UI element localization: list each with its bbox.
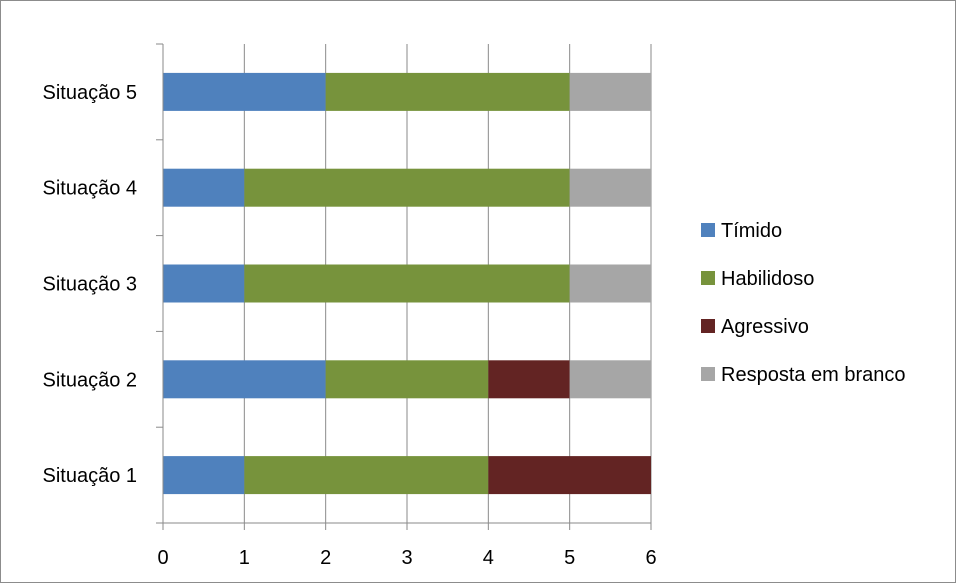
bar-segment	[569, 72, 651, 111]
x-tick-label: 5	[564, 547, 575, 569]
x-tick-label: 2	[320, 547, 331, 569]
bar-segment	[163, 456, 245, 495]
legend-swatch	[701, 367, 715, 381]
legend-swatch	[701, 223, 715, 237]
bar-segment	[244, 264, 570, 303]
bar-segment	[163, 168, 245, 207]
legend-label: Habilidoso	[721, 268, 814, 290]
category-label: Situação 5	[42, 82, 137, 104]
bars	[163, 72, 651, 495]
bar-segment	[244, 168, 570, 207]
category-label: Situação 2	[42, 369, 137, 391]
legend-swatch	[701, 319, 715, 333]
x-tick-label: 0	[157, 547, 168, 569]
bar-segment	[569, 168, 651, 207]
bar-segment	[163, 360, 326, 399]
axes: Situação 1 Situação 2 Situação 3 Situação 4…	[42, 43, 657, 569]
x-tick-label: 1	[239, 547, 250, 569]
legend-label: Resposta em branco	[721, 364, 906, 386]
legend-label: Agressivo	[721, 316, 809, 338]
bar-segment	[488, 360, 570, 399]
bar-segment	[488, 456, 651, 495]
bar-segment	[244, 456, 489, 495]
x-tick-label: 3	[401, 547, 412, 569]
bar-segment	[325, 72, 570, 111]
x-tick-label: 6	[645, 547, 656, 569]
x-tick-label: 4	[483, 547, 494, 569]
legend-swatch	[701, 271, 715, 285]
bar-segment	[569, 360, 651, 399]
category-label: Situação 1	[42, 465, 137, 487]
legend-label: Tímido	[721, 220, 782, 242]
bar-segment	[163, 264, 245, 303]
bar-segment	[569, 264, 651, 303]
bar-segment	[325, 360, 489, 399]
bar-segment	[163, 72, 326, 111]
category-label: Situação 4	[42, 178, 137, 200]
legend: Tímido Habilidoso Agressivo Resposta em bra…	[701, 220, 906, 386]
category-label: Situação 3	[42, 274, 137, 296]
